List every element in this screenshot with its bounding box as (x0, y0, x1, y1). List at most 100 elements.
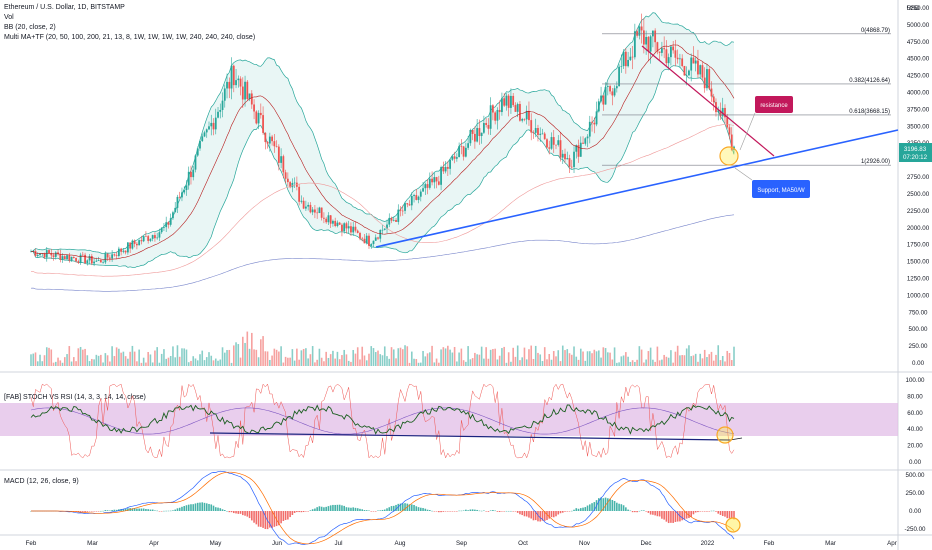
volume-bar (498, 355, 501, 366)
macd-histogram-bar (300, 511, 303, 513)
candle-body (501, 98, 503, 113)
volume-bar (205, 357, 208, 366)
volume-bar (474, 352, 476, 366)
support-trendline[interactable] (375, 129, 899, 248)
candle-body (539, 133, 542, 135)
volume-bar (354, 353, 357, 366)
volume-bar (237, 344, 240, 366)
volume-bar (203, 360, 206, 366)
volume-bar (377, 350, 379, 366)
candle-body (165, 222, 168, 228)
candle-body (550, 137, 553, 149)
rsi-line (30, 404, 735, 435)
macd-histogram-bar (388, 507, 391, 511)
stoch-tick-label: 80.00 (907, 393, 923, 400)
candle-body (359, 232, 361, 239)
candle-body (365, 235, 368, 244)
candle-body (156, 237, 159, 239)
price-tick-label: 2750.00 (907, 174, 930, 181)
candle-body (460, 146, 463, 147)
macd-histogram-bar (717, 511, 720, 514)
candle-body (61, 256, 64, 260)
volume-bar (359, 359, 361, 366)
macd-histogram-bar (442, 511, 445, 512)
time-tick-label: Jun (272, 540, 283, 547)
macd-histogram-bar (332, 504, 334, 511)
macd-histogram-bar (311, 509, 314, 511)
volume-bar (338, 359, 341, 366)
support-callout[interactable] (752, 180, 810, 198)
macd-histogram-bar (154, 510, 156, 511)
macd-highlight-circle[interactable] (725, 517, 741, 533)
candle-body (163, 227, 165, 228)
candle-body (386, 224, 388, 229)
macd-histogram-bar (652, 511, 654, 515)
volume-bar (440, 349, 442, 366)
resistance-callout[interactable] (755, 96, 793, 113)
support-label: Support, MA50/W (757, 188, 805, 194)
volume-bar (654, 361, 656, 366)
candle-body (244, 81, 246, 100)
volume-bar (115, 347, 118, 366)
volume-bar (325, 351, 327, 366)
stoch-trendline[interactable] (209, 432, 731, 441)
volume-bar (120, 352, 122, 366)
volume-bar (318, 348, 321, 366)
macd-histogram-bar (634, 511, 636, 513)
macd-histogram-bar (424, 508, 427, 511)
stoch-signal-line (30, 407, 735, 435)
candle-body (90, 256, 93, 264)
volume-bar (661, 359, 663, 366)
volume-bar (246, 331, 249, 366)
fib-label: 0.618(3668.15) (849, 109, 890, 115)
candle-body (277, 146, 280, 163)
macd-histogram-bar (307, 511, 309, 512)
candle-body (428, 178, 431, 188)
candle-body (557, 140, 560, 145)
volume-bar (514, 356, 517, 366)
candle-body (388, 217, 391, 225)
candle-body (676, 57, 679, 60)
candle-body (361, 238, 364, 240)
candle-body (496, 109, 499, 121)
volume-bar (471, 358, 474, 366)
macd-histogram-bar (95, 511, 98, 512)
macd-histogram-bar (415, 506, 418, 511)
candle-body (113, 254, 116, 256)
volume-bar (91, 358, 93, 366)
volume-bar (611, 359, 614, 366)
stoch-highlight-circle[interactable] (716, 426, 734, 444)
price-highlight-circle[interactable] (719, 146, 739, 166)
volume-bar (278, 351, 280, 366)
volume-bar (726, 350, 729, 366)
candle-body (372, 240, 375, 245)
candle-body (397, 209, 400, 222)
currency-label: USD (906, 5, 920, 12)
candle-body (431, 178, 433, 183)
macd-histogram-bar (138, 508, 140, 511)
volume-bar (104, 353, 107, 366)
candle-body (424, 184, 427, 189)
candle-body (451, 156, 454, 160)
candle-body (602, 95, 605, 105)
macd-histogram-bar (645, 511, 647, 512)
candle-body (604, 86, 607, 105)
macd-histogram-bar (611, 500, 614, 511)
volume-bar (190, 360, 192, 366)
macd-histogram-bar (86, 511, 89, 512)
resistance-trendline[interactable] (641, 45, 775, 157)
time-tick-label: Oct (518, 540, 528, 547)
macd-histogram-bar (543, 511, 546, 521)
volume-bar (451, 352, 454, 366)
candle-body (36, 254, 39, 256)
macd-histogram-bar (413, 504, 415, 511)
volume-bar (598, 350, 600, 366)
macd-histogram-bar (582, 507, 584, 511)
volume-bar (717, 345, 720, 366)
volume-bar (584, 360, 587, 366)
fib-label: 1(2926.00) (861, 159, 890, 165)
candle-body (514, 105, 517, 112)
macd-histogram-bar (230, 511, 233, 513)
macd-histogram-bar (733, 511, 735, 520)
